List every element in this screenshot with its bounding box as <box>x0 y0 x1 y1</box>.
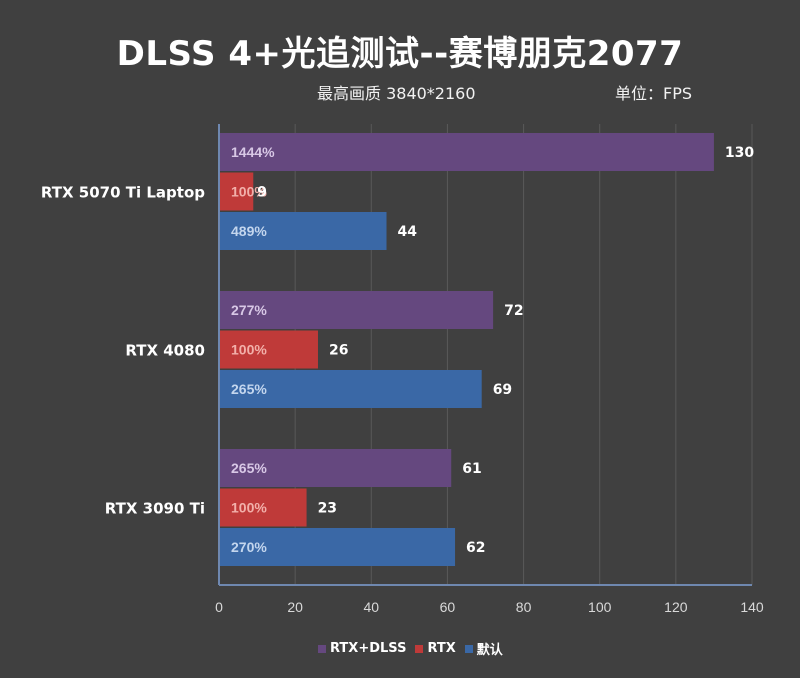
x-tick-label: 120 <box>664 599 688 615</box>
value-label: 23 <box>318 501 337 517</box>
percent-label: 489% <box>231 223 267 239</box>
value-label: 130 <box>725 145 754 161</box>
value-label: 61 <box>462 461 481 477</box>
percent-label: 1444% <box>231 144 275 160</box>
bar---2 <box>220 528 456 566</box>
legend-swatch <box>318 644 326 653</box>
bar---1 <box>220 370 482 408</box>
bar-rtx-0 <box>220 172 254 211</box>
value-label: 9 <box>257 185 267 201</box>
bar-rtx-dlss-1 <box>220 291 494 329</box>
x-tick-label: 80 <box>516 599 532 615</box>
value-label: 62 <box>466 540 485 556</box>
x-tick-label: 40 <box>363 599 379 615</box>
percent-label: 265% <box>231 381 267 397</box>
x-tick-label: 0 <box>215 599 223 615</box>
legend-label: RTX+DLSS <box>330 641 407 656</box>
percent-label: 100% <box>231 500 267 516</box>
value-label: 26 <box>329 343 348 359</box>
legend-swatch <box>464 644 473 653</box>
category-label: RTX 4080 <box>125 341 205 359</box>
category-label: RTX 3090 Ti <box>105 499 205 517</box>
bar-rtx-2 <box>220 488 307 527</box>
legend-label: 默认 <box>476 643 503 658</box>
bar-rtx-dlss-2 <box>220 449 452 487</box>
category-label: RTX 5070 Ti Laptop <box>41 183 205 201</box>
legend-item: 默认 <box>464 639 503 658</box>
legend-label: RTX <box>427 641 456 656</box>
x-tick-label: 100 <box>588 599 612 615</box>
unit-label: 单位：FPS <box>615 84 693 103</box>
x-tick-label: 60 <box>440 599 456 615</box>
chart-subtitle: 最高画质 3840*2160 <box>317 84 476 103</box>
chart-title: DLSS 4+光追测试--赛博朋克2077 <box>116 34 684 74</box>
bar---0 <box>220 212 387 250</box>
percent-label: 270% <box>231 539 267 555</box>
value-label: 44 <box>398 224 418 240</box>
percent-label: 265% <box>231 460 267 476</box>
legend-item: RTX <box>415 641 456 656</box>
bar-rtx-1 <box>220 330 318 369</box>
percent-label: 100% <box>231 342 267 358</box>
legend-swatch <box>415 644 424 653</box>
percent-label: 100% <box>231 184 267 200</box>
x-tick-label: 140 <box>740 599 764 615</box>
legend: RTX+DLSS RTX 默认 <box>318 639 512 658</box>
bar-rtx-dlss-0 <box>220 133 714 171</box>
value-label: 72 <box>504 303 523 319</box>
x-tick-label: 20 <box>287 599 303 615</box>
value-label: 69 <box>493 382 512 398</box>
legend-item: RTX+DLSS <box>318 641 406 656</box>
percent-label: 277% <box>231 302 267 318</box>
